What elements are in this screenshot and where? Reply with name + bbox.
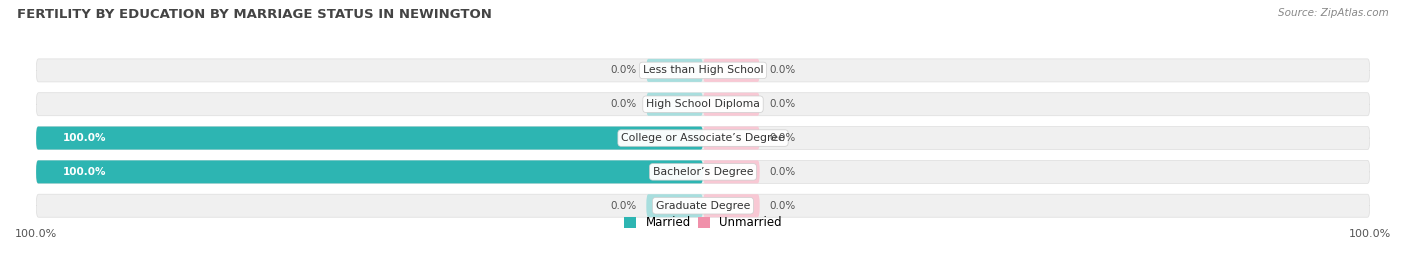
Text: 0.0%: 0.0%: [769, 65, 796, 75]
Text: 0.0%: 0.0%: [769, 201, 796, 211]
Text: College or Associate’s Degree: College or Associate’s Degree: [621, 133, 785, 143]
Text: Source: ZipAtlas.com: Source: ZipAtlas.com: [1278, 8, 1389, 18]
Text: Bachelor’s Degree: Bachelor’s Degree: [652, 167, 754, 177]
FancyBboxPatch shape: [647, 194, 703, 217]
FancyBboxPatch shape: [703, 127, 759, 150]
Text: 0.0%: 0.0%: [610, 201, 637, 211]
Text: 0.0%: 0.0%: [769, 99, 796, 109]
Text: 100.0%: 100.0%: [63, 167, 107, 177]
FancyBboxPatch shape: [703, 93, 759, 116]
Text: Graduate Degree: Graduate Degree: [655, 201, 751, 211]
Text: 0.0%: 0.0%: [610, 65, 637, 75]
Text: 0.0%: 0.0%: [769, 133, 796, 143]
Text: 0.0%: 0.0%: [610, 99, 637, 109]
Text: 0.0%: 0.0%: [769, 167, 796, 177]
FancyBboxPatch shape: [37, 160, 1369, 183]
Text: FERTILITY BY EDUCATION BY MARRIAGE STATUS IN NEWINGTON: FERTILITY BY EDUCATION BY MARRIAGE STATU…: [17, 8, 492, 21]
Legend: Married, Unmarried: Married, Unmarried: [620, 212, 786, 234]
FancyBboxPatch shape: [37, 160, 703, 183]
FancyBboxPatch shape: [647, 93, 703, 116]
FancyBboxPatch shape: [37, 127, 1369, 150]
Text: High School Diploma: High School Diploma: [647, 99, 759, 109]
FancyBboxPatch shape: [647, 59, 703, 82]
FancyBboxPatch shape: [37, 59, 1369, 82]
FancyBboxPatch shape: [37, 127, 703, 150]
FancyBboxPatch shape: [703, 59, 759, 82]
Text: Less than High School: Less than High School: [643, 65, 763, 75]
FancyBboxPatch shape: [703, 160, 759, 183]
FancyBboxPatch shape: [37, 194, 1369, 217]
FancyBboxPatch shape: [37, 93, 1369, 116]
FancyBboxPatch shape: [703, 194, 759, 217]
Text: 100.0%: 100.0%: [63, 133, 107, 143]
